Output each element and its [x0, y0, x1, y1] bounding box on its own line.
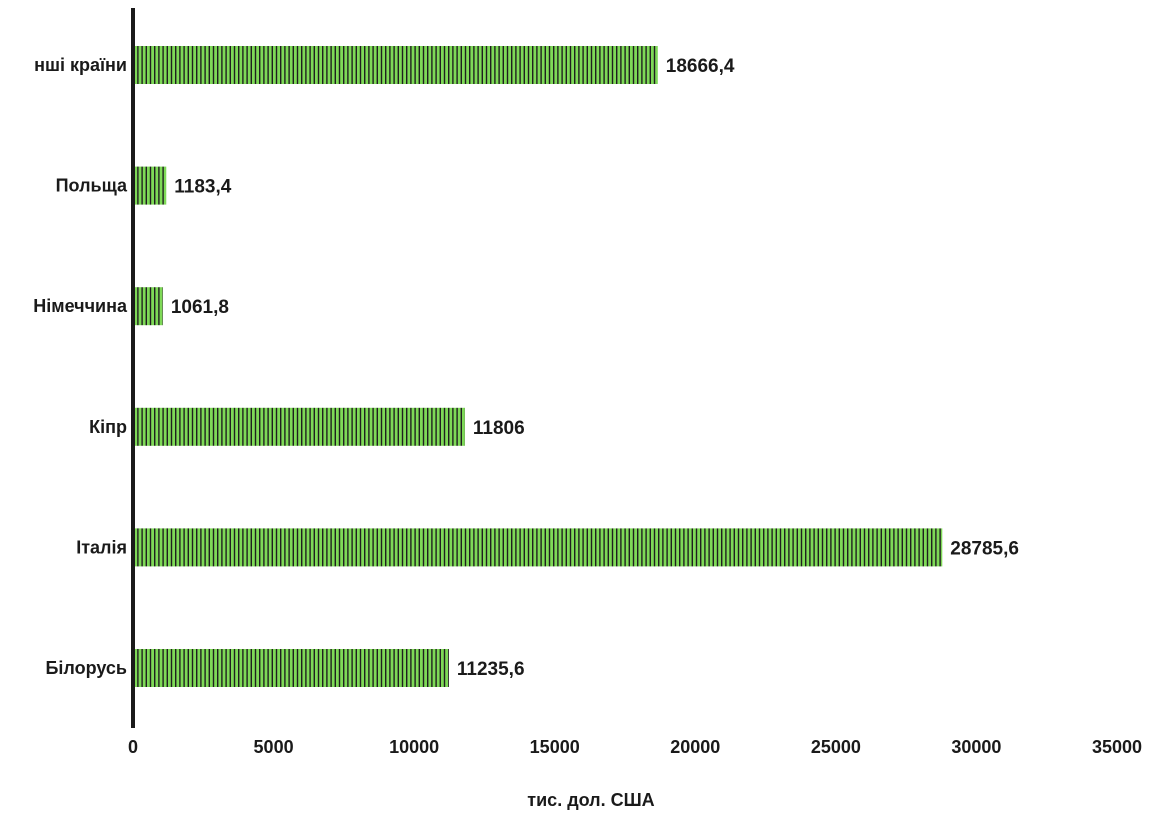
- category-label: нші країни: [34, 55, 127, 75]
- value-label: 11235,6: [457, 659, 525, 680]
- value-label: 18666,4: [666, 56, 735, 77]
- x-tick-label: 0: [128, 737, 138, 757]
- bar: [133, 407, 465, 446]
- category-label: Німеччина: [33, 296, 128, 316]
- x-tick-label: 5000: [254, 737, 294, 757]
- bar: [133, 649, 449, 687]
- x-tick-label: 15000: [530, 737, 580, 757]
- labels-layer: Білорусь 11235,6 Італія 28785,6 Кіпр 11806 Нім…: [33, 55, 1019, 680]
- x-tick-label: 35000: [1092, 737, 1142, 757]
- category-label: Італія: [76, 537, 127, 557]
- value-label: 1183,4: [174, 177, 231, 198]
- value-label: 1061,8: [171, 297, 229, 318]
- category-label: Білорусь: [45, 658, 127, 678]
- x-tick-label: 20000: [670, 737, 720, 757]
- bar: [133, 287, 163, 326]
- x-tick-label: 30000: [951, 737, 1001, 757]
- x-axis-title: тис. дол. США: [527, 790, 654, 810]
- category-label: Кіпр: [89, 417, 127, 437]
- value-label: 11806: [473, 418, 525, 439]
- bars-layer: [133, 46, 943, 687]
- bar: [133, 528, 943, 567]
- x-tick-labels: 0 5000 10000 15000 20000 25000 30000 35000: [128, 737, 1142, 757]
- x-tick-label: 25000: [811, 737, 861, 757]
- x-tick-label: 10000: [389, 737, 439, 757]
- category-label: Польща: [56, 176, 128, 196]
- bar: [133, 46, 658, 84]
- value-label: 28785,6: [950, 538, 1019, 559]
- bar: [133, 166, 167, 205]
